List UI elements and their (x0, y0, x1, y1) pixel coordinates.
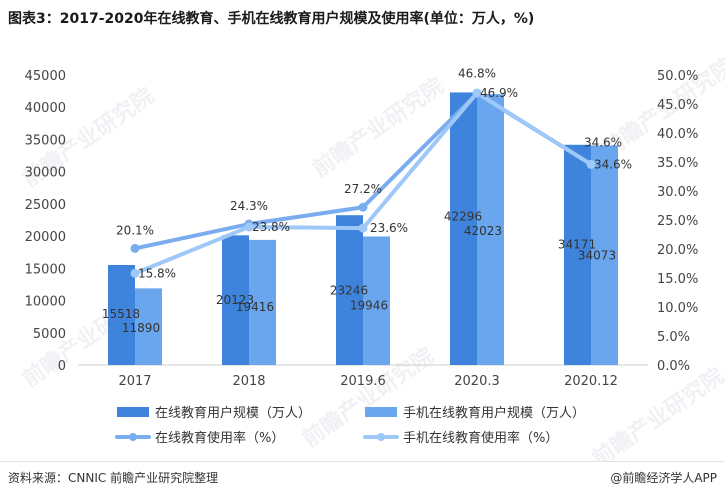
y-left-tick-label: 25000 (25, 198, 66, 213)
bar (363, 236, 390, 365)
chart-title: 图表3：2017-2020年在线教育、手机在线教育用户规模及使用率(单位：万人，… (8, 11, 535, 27)
y-left-tick-label: 10000 (25, 295, 66, 310)
bar (450, 92, 477, 365)
line-point (130, 268, 140, 278)
x-tick-label: 2020.12 (564, 374, 618, 389)
bar-value-label: 23246 (330, 284, 368, 298)
legend-label: 在线教育用户规模（万人） (155, 405, 311, 421)
bar (249, 239, 276, 365)
y-left-tick-label: 40000 (25, 101, 66, 116)
footer: 资料来源：CNNIC 前瞻产业研究院整理 @前瞻经济学人APP (0, 461, 725, 490)
bar (222, 235, 249, 365)
line-value-label: 23.8% (252, 220, 290, 234)
y-right-tick-label: 35.0% (657, 156, 698, 171)
y-left-tick-label: 20000 (25, 230, 66, 245)
y-left-tick-label: 30000 (25, 166, 66, 181)
legend-swatch (365, 407, 397, 417)
y-right-tick-label: 10.0% (657, 301, 698, 316)
bar-value-label: 20123 (216, 293, 254, 307)
y-right-tick-label: 40.0% (657, 127, 698, 142)
legend-label: 在线教育使用率（%） (155, 430, 284, 446)
bar (564, 144, 591, 365)
line-point (244, 222, 254, 232)
line-value-label: 24.3% (230, 199, 268, 213)
bar-value-label: 34073 (578, 249, 616, 263)
line-point (358, 202, 368, 212)
bar-value-label: 42296 (444, 210, 482, 224)
x-tick-label: 2019.6 (340, 374, 386, 389)
bar (135, 288, 162, 365)
bar-value-label: 11890 (122, 321, 160, 335)
combo-chart: 0 5000 10000 15000 20000 25000 30000 35000 40000… (25, 67, 699, 446)
line-point (130, 243, 140, 253)
y-left-tick-label: 15000 (25, 262, 66, 277)
legend-label: 手机在线教育使用率（%） (403, 430, 558, 446)
legend-swatch (117, 407, 149, 417)
bar-value-label: 34171 (558, 237, 596, 251)
line-point (358, 223, 368, 233)
y-right-tick-label: 5.0% (657, 330, 690, 345)
brand-credit: @前瞻经济学人APP (610, 471, 717, 485)
y-right-tick-label: 15.0% (657, 272, 698, 287)
y-right-tick-label: 25.0% (657, 214, 698, 229)
x-tick-label: 2020.3 (454, 374, 500, 389)
line-value-label: 27.2% (344, 182, 382, 196)
line-value-label: 23.6% (370, 221, 408, 235)
line-value-label: 34.6% (594, 157, 632, 171)
line-point (586, 159, 596, 169)
legend-label: 手机在线教育用户规模（万人） (403, 405, 585, 421)
line-value-label: 15.8% (138, 266, 176, 280)
y-right-tick-label: 0.0% (657, 359, 690, 374)
line-value-label: 20.1% (116, 223, 154, 237)
legend-marker (129, 433, 137, 441)
bar (591, 145, 618, 365)
y-right-tick-label: 45.0% (657, 98, 698, 113)
line-value-label: 46.9% (480, 86, 518, 100)
bar-value-label: 42023 (464, 224, 502, 238)
y-right-tick-label: 50.0% (657, 69, 698, 84)
y-right-tick-label: 30.0% (657, 185, 698, 200)
bar (336, 215, 363, 365)
y-left-tick-label: 5000 (33, 327, 66, 342)
line-value-label: 46.8% (458, 67, 496, 81)
source-note: 资料来源：CNNIC 前瞻产业研究院整理 (8, 471, 219, 485)
y-left-tick-label: 0 (58, 359, 66, 374)
y-right-tick-label: 20.0% (657, 243, 698, 258)
bar (477, 94, 504, 365)
bar (108, 264, 135, 365)
bar-value-label: 15518 (102, 307, 140, 321)
legend-marker (377, 433, 385, 441)
y-left-tick-label: 35000 (25, 133, 66, 148)
bar-value-label: 19946 (350, 299, 388, 313)
x-tick-label: 2018 (232, 374, 265, 389)
y-left-tick-label: 45000 (25, 69, 66, 84)
line-value-label: 34.6% (584, 135, 622, 149)
line-point (472, 88, 482, 98)
x-tick-label: 2017 (118, 374, 151, 389)
bar-value-label: 19416 (236, 300, 274, 314)
